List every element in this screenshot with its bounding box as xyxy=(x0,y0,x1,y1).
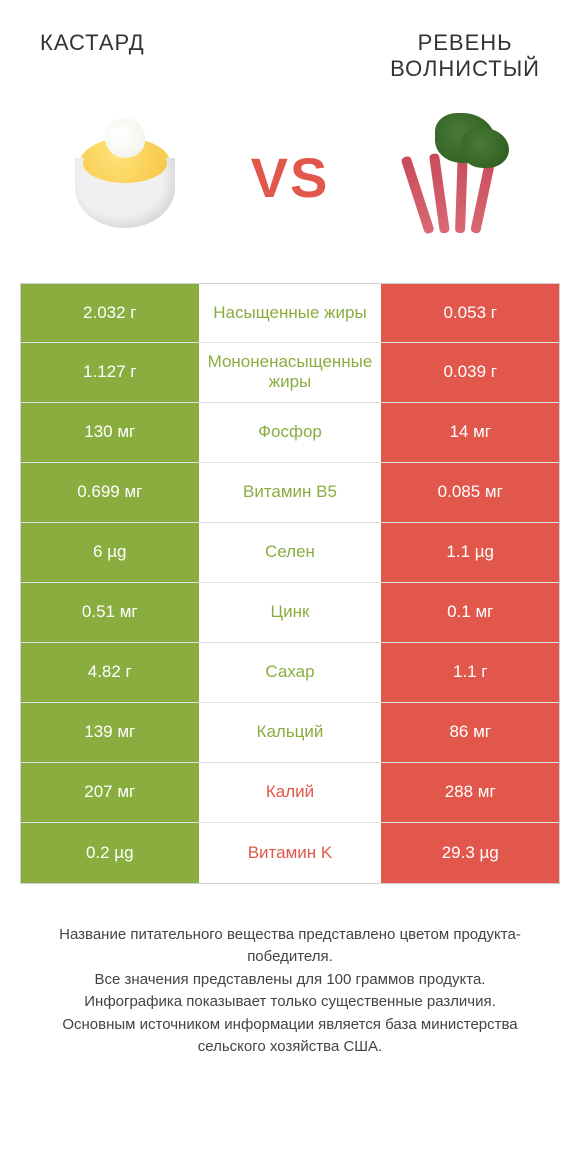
vs-label: VS xyxy=(251,145,330,210)
left-value: 130 мг xyxy=(21,403,199,463)
nutrient-name: Цинк xyxy=(199,583,382,643)
right-value: 86 мг xyxy=(381,703,559,763)
comparison-table: 2.032 гНасыщенные жиры0.053 г1.127 гМоно… xyxy=(20,283,560,884)
table-row: 0.2 µgВитамин K29.3 µg xyxy=(21,823,559,883)
custard-image xyxy=(50,103,200,253)
right-value: 0.1 мг xyxy=(381,583,559,643)
right-value: 0.085 мг xyxy=(381,463,559,523)
nutrient-name: Сахар xyxy=(199,643,382,703)
footer-line3: Инфографика показывает только существенн… xyxy=(30,991,550,1014)
left-value: 6 µg xyxy=(21,523,199,583)
right-value: 29.3 µg xyxy=(381,823,559,883)
footer-line4: Основным источником информации является … xyxy=(30,1014,550,1059)
right-title-line2: ВОЛНИСТЫЙ xyxy=(390,56,540,81)
right-value: 1.1 µg xyxy=(381,523,559,583)
table-row: 0.51 мгЦинк0.1 мг xyxy=(21,583,559,643)
nutrient-name: Витамин B5 xyxy=(199,463,382,523)
nutrient-name: Калий xyxy=(199,763,382,823)
left-value: 0.51 мг xyxy=(21,583,199,643)
images-row: VS xyxy=(0,103,580,283)
left-value: 2.032 г xyxy=(21,283,199,343)
left-value: 207 мг xyxy=(21,763,199,823)
table-row: 207 мгКалий288 мг xyxy=(21,763,559,823)
left-product-title: КАСТАРД xyxy=(40,30,145,56)
nutrient-name: Селен xyxy=(199,523,382,583)
table-row: 2.032 гНасыщенные жиры0.053 г xyxy=(21,283,559,343)
right-value: 1.1 г xyxy=(381,643,559,703)
footer-line1: Название питательного вещества представл… xyxy=(30,924,550,969)
nutrient-name: Кальций xyxy=(199,703,382,763)
left-value: 139 мг xyxy=(21,703,199,763)
left-value: 0.2 µg xyxy=(21,823,199,883)
nutrient-name: Фосфор xyxy=(199,403,382,463)
nutrient-name: Витамин K xyxy=(199,823,382,883)
right-value: 0.053 г xyxy=(381,283,559,343)
footer-line2: Все значения представлены для 100 граммо… xyxy=(30,969,550,992)
right-value: 288 мг xyxy=(381,763,559,823)
footer-notes: Название питательного вещества представл… xyxy=(0,884,580,1079)
right-product-title: РЕВЕНЬ ВОЛНИСТЫЙ xyxy=(390,30,540,83)
right-value: 14 мг xyxy=(381,403,559,463)
table-row: 139 мгКальций86 мг xyxy=(21,703,559,763)
header: КАСТАРД РЕВЕНЬ ВОЛНИСТЫЙ xyxy=(0,0,580,103)
left-value: 0.699 мг xyxy=(21,463,199,523)
nutrient-name: Насыщенные жиры xyxy=(199,283,382,343)
right-title-line1: РЕВЕНЬ xyxy=(418,30,513,55)
table-row: 0.699 мгВитамин B50.085 мг xyxy=(21,463,559,523)
left-value: 4.82 г xyxy=(21,643,199,703)
rhubarb-image xyxy=(380,103,530,253)
table-row: 130 мгФосфор14 мг xyxy=(21,403,559,463)
right-value: 0.039 г xyxy=(381,343,559,403)
table-row: 4.82 гСахар1.1 г xyxy=(21,643,559,703)
left-value: 1.127 г xyxy=(21,343,199,403)
table-row: 6 µgСелен1.1 µg xyxy=(21,523,559,583)
nutrient-name: Мононенасыщенные жиры xyxy=(199,343,382,403)
table-row: 1.127 гМононенасыщенные жиры0.039 г xyxy=(21,343,559,403)
